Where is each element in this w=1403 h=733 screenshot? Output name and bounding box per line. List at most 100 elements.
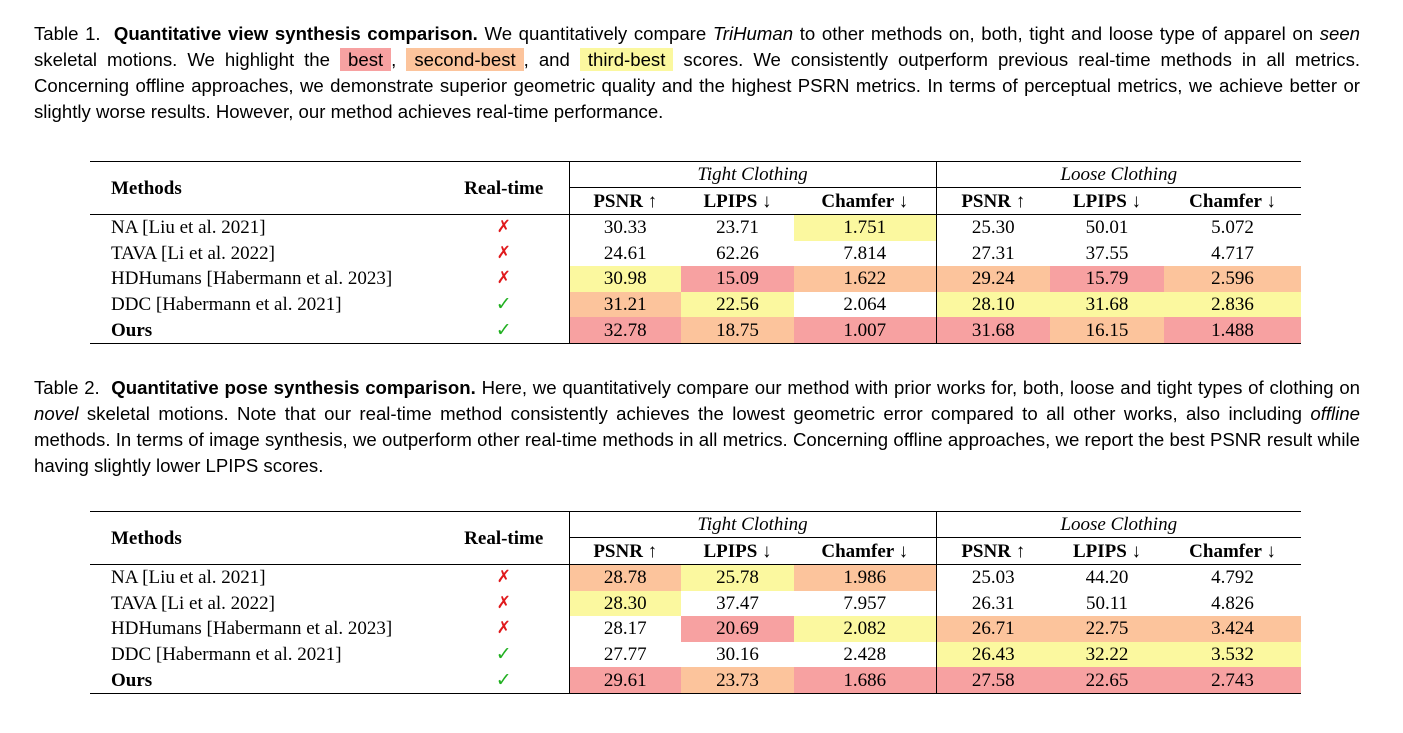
- table-cell: 22.56: [681, 291, 794, 318]
- table-cell: 15.79: [1050, 266, 1165, 292]
- table-cell: 30.16: [716, 644, 759, 666]
- table-cell: 2.082: [794, 616, 937, 642]
- cross-icon: ✗: [439, 590, 570, 617]
- cross-icon: ✗: [439, 616, 570, 642]
- table-row: HDHumans [Habermann et al. 2023] ✗ 30.98…: [90, 266, 1302, 292]
- table-cell: 50.11: [1085, 592, 1129, 614]
- col-header-methods: Methods: [90, 511, 439, 565]
- col-header-chamfer: Chamfer ↓: [794, 537, 937, 565]
- col-header-lpips: LPIPS ↓: [1050, 187, 1165, 215]
- table-cell: 31.68: [1050, 291, 1165, 318]
- col-header-lpips: LPIPS ↓: [681, 187, 794, 215]
- table-cell: 26.43: [936, 641, 1051, 668]
- method-name: Ours: [90, 667, 439, 694]
- group-header-loose: Loose Clothing: [936, 511, 1302, 538]
- col-header-psnr: PSNR ↑: [936, 537, 1051, 565]
- table-cell: 16.15: [1050, 317, 1165, 344]
- check-icon: ✓: [439, 641, 570, 668]
- table-cell: 32.22: [1050, 641, 1165, 668]
- table-cell: 50.01: [1085, 217, 1129, 239]
- caption-text: skeletal motions. We highlight the: [34, 49, 330, 70]
- table-cell: 26.31: [971, 592, 1015, 614]
- table-cell: 1.622: [794, 266, 937, 292]
- table-cell: 24.61: [603, 242, 647, 264]
- table-cell: 1.986: [794, 564, 937, 591]
- table-cell: 28.10: [936, 291, 1051, 318]
- col-header-psnr: PSNR ↑: [569, 537, 681, 565]
- col-header-chamfer: Chamfer ↓: [1164, 187, 1302, 215]
- table-cell: 27.77: [603, 644, 647, 666]
- table-cell: 2.743: [1164, 667, 1302, 694]
- table-cell: 7.814: [794, 240, 937, 267]
- check-icon: ✓: [439, 291, 570, 318]
- table2-label: Table 2.: [34, 377, 100, 398]
- caption-emphasis: seen: [1319, 23, 1361, 44]
- caption-text: Here, we quantitatively compare our meth…: [481, 377, 1361, 398]
- table-cell: 4.826: [1211, 592, 1254, 614]
- method-name: HDHumans [Habermann et al. 2023]: [111, 268, 393, 290]
- table-cell: 1.751: [794, 214, 937, 241]
- table-cell: 22.75: [1050, 616, 1165, 642]
- caption-text: We quantitatively compare: [484, 23, 707, 44]
- col-header-chamfer: Chamfer ↓: [794, 187, 937, 215]
- col-header-lpips: LPIPS ↓: [1050, 537, 1165, 565]
- table-cell: 29.61: [569, 667, 681, 694]
- table-cell: 28.30: [569, 590, 681, 617]
- table-row: TAVA [Li et al. 2022] ✗ 24.61 62.26 7.81…: [90, 240, 1301, 267]
- table-cell: 37.55: [1085, 242, 1129, 264]
- table-cell: 3.424: [1164, 616, 1302, 642]
- table-cell: 31.21: [569, 291, 681, 318]
- group-header-loose: Loose Clothing: [936, 161, 1302, 188]
- table-cell: 1.488: [1164, 317, 1302, 344]
- method-name: TAVA [Li et al. 2022]: [111, 592, 276, 614]
- table-cell: 28.78: [569, 564, 681, 591]
- table-cell: 23.73: [681, 667, 794, 694]
- method-name: Ours: [90, 317, 439, 344]
- table-cell: 3.532: [1164, 641, 1302, 668]
- table-cell: 23.71: [716, 217, 759, 239]
- table1-caption: Table 1. Quantitative view synthesis com…: [34, 21, 1360, 125]
- table1-label: Table 1.: [34, 23, 101, 44]
- col-header-realtime: Real-time: [439, 161, 570, 215]
- table-cell: 2.428: [794, 641, 937, 668]
- method-name: NA [Liu et al. 2021]: [111, 217, 266, 239]
- caption-emphasis: offline: [1310, 403, 1360, 424]
- table2-title: Quantitative pose synthesis comparison.: [111, 377, 476, 398]
- table-cell: 32.78: [569, 317, 681, 344]
- table-cell: 1.007: [794, 317, 937, 344]
- method-name: NA [Liu et al. 2021]: [111, 567, 266, 589]
- legend-third-best: third-best: [579, 48, 674, 71]
- table-row: TAVA [Li et al. 2022] ✗ 28.30 37.47 7.95…: [90, 590, 1301, 617]
- cross-icon: ✗: [439, 564, 570, 591]
- group-header-tight: Tight Clothing: [569, 161, 937, 188]
- group-header-tight: Tight Clothing: [569, 511, 937, 538]
- caption-text: , and: [523, 49, 570, 70]
- table-cell: 18.75: [681, 317, 794, 344]
- table-row: HDHumans [Habermann et al. 2023] ✗ 28.17…: [90, 616, 1302, 642]
- table-cell: 2.064: [794, 291, 937, 318]
- col-header-chamfer: Chamfer ↓: [1164, 537, 1302, 565]
- table-cell: 22.65: [1050, 667, 1165, 694]
- table-cell: 1.686: [794, 667, 937, 694]
- table-cell: 31.68: [936, 317, 1051, 344]
- table-cell: 62.26: [716, 242, 759, 264]
- table-cell: 29.24: [936, 266, 1051, 292]
- table-row: NA [Liu et al. 2021] ✗ 30.33 23.71 1.751…: [90, 214, 1301, 241]
- caption-emphasis: TriHuman: [712, 23, 794, 44]
- cross-icon: ✗: [439, 240, 570, 267]
- table-row-ours: Ours ✓ 32.78 18.75 1.007 31.68 16.15 1.4…: [90, 317, 1302, 344]
- table-cell: 44.20: [1085, 567, 1129, 589]
- table-row-ours: Ours ✓ 29.61 23.73 1.686 27.58 22.65 2.7…: [90, 667, 1302, 694]
- legend-best: best: [340, 48, 392, 71]
- table-cell: 2.596: [1164, 266, 1302, 292]
- col-header-psnr: PSNR ↑: [936, 187, 1051, 215]
- method-name: DDC [Habermann et al. 2021]: [111, 294, 342, 316]
- col-header-psnr: PSNR ↑: [569, 187, 681, 215]
- table-cell: 25.78: [681, 564, 794, 591]
- caption-text: ,: [391, 49, 397, 70]
- check-icon: ✓: [439, 667, 570, 694]
- table-cell: 25.30: [971, 217, 1015, 239]
- table-cell: 2.836: [1164, 291, 1302, 318]
- cross-icon: ✗: [439, 266, 570, 292]
- table-cell: 5.072: [1211, 217, 1254, 239]
